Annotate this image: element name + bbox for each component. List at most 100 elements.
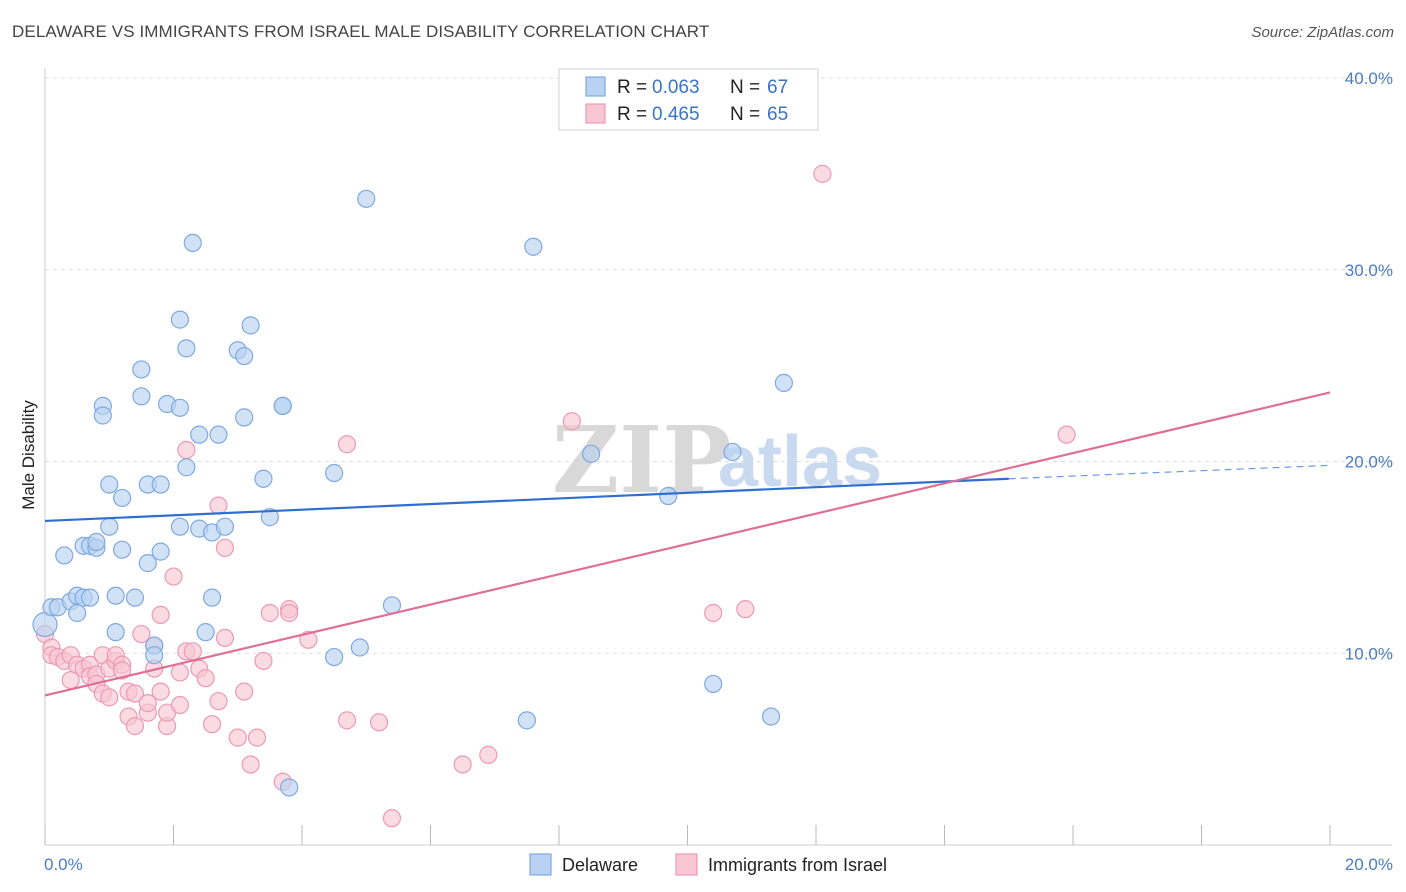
legend-swatch-delaware	[585, 76, 606, 97]
point-delaware-37	[190, 425, 209, 444]
bottom-legend-label-israel: Immigrants from Israel	[708, 855, 887, 875]
watermark: ZIP atlas	[552, 406, 882, 514]
trend-line-israel	[44, 391, 1331, 697]
x-tick-label-1: 20.0%	[1345, 855, 1393, 874]
point-delaware-23	[132, 387, 151, 406]
point-delaware-29	[151, 542, 170, 561]
point-delaware-17	[106, 586, 125, 605]
chart-title: DELAWARE VS IMMIGRANTS FROM ISRAEL MALE …	[12, 22, 710, 41]
point-israel-41	[196, 669, 215, 688]
y-axis-title: Male Disability	[19, 400, 38, 510]
point-israel-60	[382, 809, 402, 828]
point-delaware-49	[260, 508, 279, 527]
point-israel-50	[247, 728, 267, 747]
point-israel-48	[235, 682, 254, 701]
point-delaware-35	[177, 339, 196, 358]
legend-swatch-israel	[585, 103, 606, 124]
point-delaware-59	[524, 237, 543, 256]
point-israel-61	[453, 755, 472, 774]
point-delaware-62	[704, 674, 723, 694]
point-israel-56	[299, 630, 318, 649]
point-israel-15	[100, 688, 119, 707]
point-israel-49	[241, 755, 260, 774]
point-delaware-18	[106, 623, 125, 642]
point-delaware-61	[659, 486, 678, 506]
legend-n-label-israel: N =	[730, 104, 760, 125]
point-israel-42	[202, 715, 222, 734]
y-tick-label-3: 40.0%	[1345, 69, 1393, 88]
trend-line-delaware	[44, 477, 1009, 523]
point-israel-65	[736, 600, 755, 619]
point-delaware-64	[761, 707, 781, 726]
point-israel-44	[209, 496, 228, 515]
point-israel-30	[151, 682, 170, 701]
y-tick-labels: 10.0% 20.0% 30.0% 40.0%	[1345, 69, 1393, 663]
point-israel-35	[170, 695, 190, 715]
point-delaware-43	[215, 517, 234, 536]
point-delaware-53	[325, 647, 344, 667]
point-israel-23	[125, 684, 145, 703]
point-delaware-22	[132, 360, 151, 379]
point-delaware-41	[202, 588, 222, 607]
x-tick-labels: 0.0% 20.0%	[44, 855, 1393, 874]
point-delaware-47	[241, 316, 260, 335]
data-points	[32, 164, 1076, 828]
point-delaware-15	[100, 475, 119, 494]
legend-r-label-israel: R =	[617, 104, 647, 125]
bottom-legend-swatch-delaware	[529, 853, 552, 876]
point-israel-43	[209, 692, 228, 711]
legend-r-value-israel: 0.465	[652, 104, 700, 125]
point-delaware-21	[125, 588, 145, 607]
point-delaware-48	[254, 469, 273, 488]
point-delaware-20	[112, 540, 132, 559]
grid-lines	[45, 77, 1392, 654]
point-israel-46	[215, 628, 234, 648]
point-delaware-10	[80, 588, 100, 607]
y-tick-label-1: 20.0%	[1345, 453, 1393, 472]
point-delaware-31	[170, 310, 190, 329]
point-israel-36	[170, 663, 190, 682]
point-israel-62	[479, 745, 498, 764]
point-delaware-32	[170, 398, 190, 417]
point-delaware-45	[235, 346, 254, 366]
point-israel-31	[151, 605, 170, 625]
legend-n-value-israel: 65	[767, 104, 788, 125]
y-tick-label-2: 30.0%	[1345, 261, 1393, 280]
point-israel-20	[112, 661, 132, 680]
point-israel-64	[704, 603, 723, 623]
point-delaware-34	[177, 458, 196, 477]
point-delaware-6	[68, 603, 87, 623]
bottom-legend-swatch-israel	[675, 853, 698, 876]
point-israel-45	[215, 538, 234, 557]
point-israel-27	[138, 694, 157, 713]
bottom-legend-label-delaware: Delaware	[562, 855, 638, 875]
point-delaware-58	[517, 711, 536, 730]
point-delaware-46	[235, 408, 254, 427]
axes	[44, 68, 1392, 846]
legend-n-label-delaware: N =	[730, 77, 760, 98]
point-delaware-51	[273, 396, 292, 415]
bottom-legend: Delaware Immigrants from Israel	[529, 853, 887, 876]
point-israel-55	[280, 603, 299, 623]
legend-r-value-delaware: 0.063	[652, 77, 700, 98]
point-israel-63	[562, 412, 581, 431]
trend-lines	[44, 391, 1331, 697]
point-israel-37	[177, 440, 196, 460]
point-delaware-36	[183, 233, 202, 253]
point-israel-58	[337, 435, 357, 454]
point-delaware-55	[350, 638, 369, 657]
point-delaware-27	[145, 646, 164, 665]
point-delaware-63	[723, 442, 742, 462]
point-israel-34	[164, 567, 183, 586]
point-israel-47	[228, 728, 247, 747]
legend-r-label-delaware: R =	[617, 77, 647, 98]
point-delaware-3	[55, 546, 74, 565]
y-tick-label-0: 10.0%	[1345, 644, 1393, 663]
x-tick-label-0: 0.0%	[44, 855, 83, 874]
point-delaware-39	[196, 623, 215, 642]
point-delaware-42	[209, 425, 228, 444]
source-label: Source: ZipAtlas.com	[1251, 24, 1394, 41]
trend-line-delaware-extension	[1008, 464, 1331, 480]
legend-n-value-delaware: 67	[767, 77, 788, 98]
legend: R = 0.063 N = 67 R = 0.465 N = 65	[558, 68, 819, 131]
